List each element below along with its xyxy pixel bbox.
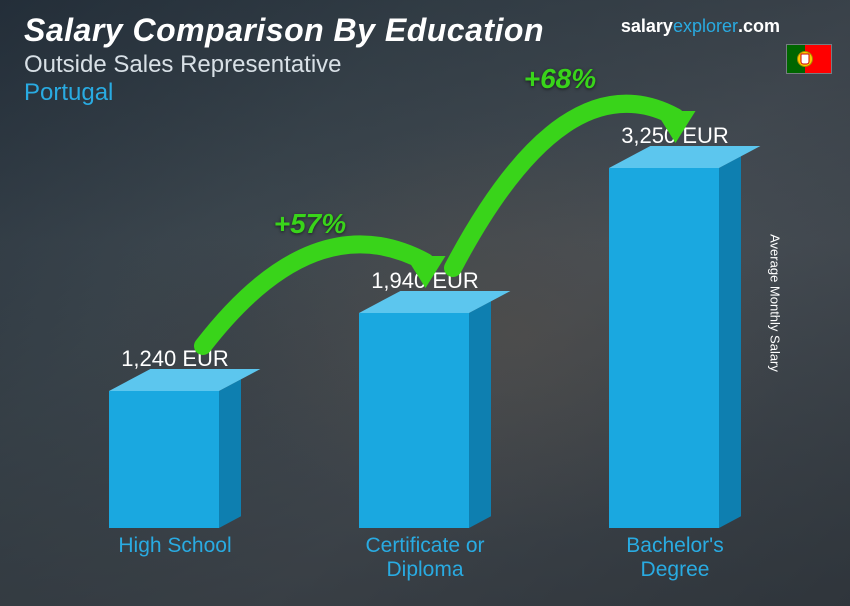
bar-category-label: Certificate orDiploma (315, 534, 535, 582)
bar-side-face (719, 156, 741, 528)
increase-percent-label: +68% (524, 63, 596, 95)
brand-logo: salaryexplorer.com (621, 16, 780, 37)
bar-category-label: Bachelor'sDegree (565, 534, 785, 582)
increase-percent-label: +57% (274, 208, 346, 240)
bar-category-label: High School (65, 534, 285, 558)
brand-part1: salary (621, 16, 673, 36)
brand-part3: .com (738, 16, 780, 36)
portugal-flag-icon (786, 44, 832, 74)
bar-side-face (469, 301, 491, 528)
brand-part2: explorer (673, 16, 738, 36)
bar-chart: 1,240 EURHigh School1,940 EURCertificate… (40, 120, 790, 586)
bar-front-face (109, 391, 219, 528)
